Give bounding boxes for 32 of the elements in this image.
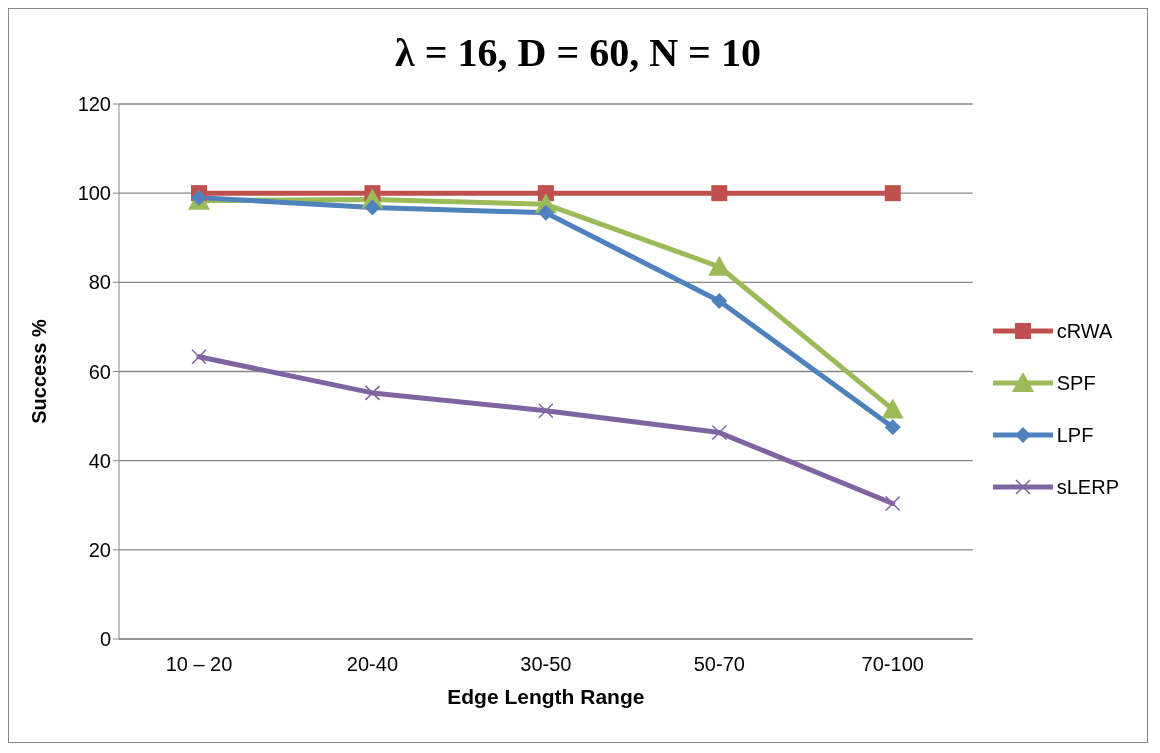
legend-label: LPF <box>1056 423 1094 448</box>
point <box>711 424 728 441</box>
y-tick-label: 20 <box>88 538 111 561</box>
point <box>884 419 901 436</box>
point <box>537 204 554 221</box>
point <box>881 398 904 419</box>
point <box>364 199 381 216</box>
point <box>708 255 731 276</box>
legend-label: cRWA <box>1056 319 1113 344</box>
x-axis-title: Edge Length Range <box>447 685 645 708</box>
x-tick-label: 30-50 <box>520 653 572 676</box>
y-tick-label: 60 <box>88 360 111 383</box>
point <box>711 293 728 310</box>
chart-title: λ = 16, D = 60, N = 10 <box>394 29 762 77</box>
y-tick-label: 100 <box>77 182 111 205</box>
x-tick-label: 10 – 20 <box>165 653 233 676</box>
y-tick-label: 40 <box>88 449 111 472</box>
point <box>538 402 554 419</box>
y-tick-label: 120 <box>77 93 111 116</box>
y-tick-label: 0 <box>99 628 111 651</box>
x-tick-label: 20-40 <box>346 653 399 676</box>
point <box>711 185 728 202</box>
point <box>884 185 901 202</box>
x-tick-label: 70-100 <box>861 653 924 676</box>
y-axis-title: Success % <box>28 319 51 424</box>
y-tick-label: 80 <box>88 271 111 294</box>
legend-label: SPF <box>1056 371 1096 396</box>
point <box>364 385 381 401</box>
legend-label: sLERP <box>1056 475 1119 500</box>
point <box>885 495 901 512</box>
x-tick-label: 50-70 <box>693 653 745 676</box>
point <box>191 349 207 365</box>
